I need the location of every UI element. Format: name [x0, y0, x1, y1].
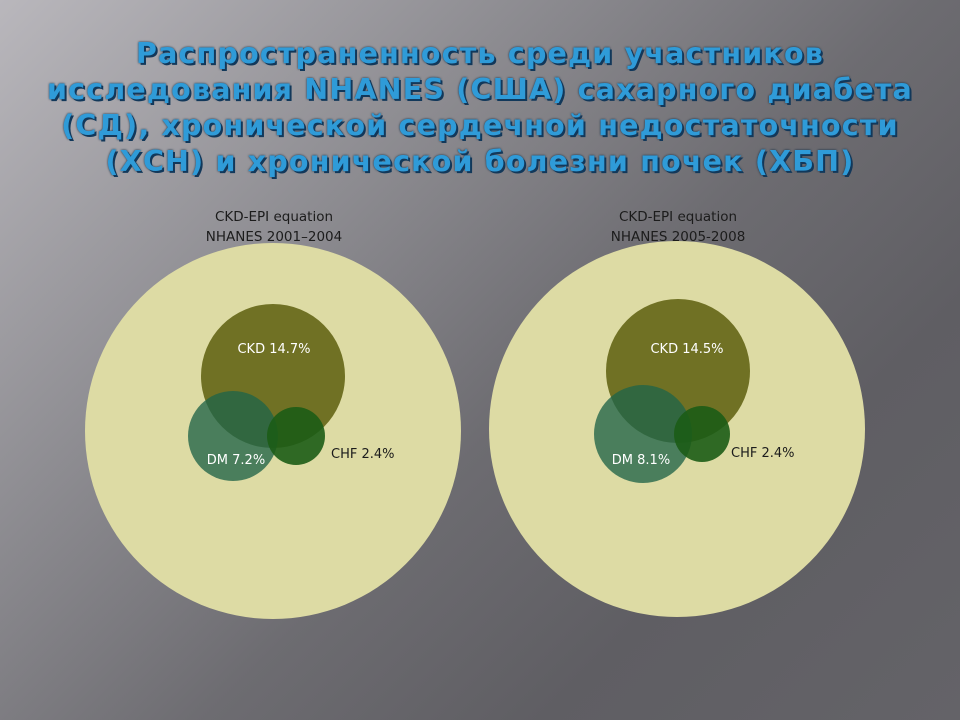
caption-period: NHANES 2001–2004	[205, 229, 343, 245]
caption-period: NHANES 2005-2008	[610, 229, 746, 245]
venn-diagram-2005-2008: CKD 14.5% DM 8.1% CHF 2.4% CKD-EPI equat…	[488, 205, 868, 625]
caption-method: CKD-EPI equation	[214, 209, 334, 225]
caption-method: CKD-EPI equation	[618, 209, 738, 225]
dm-circle	[188, 391, 278, 481]
diagram-caption: CKD-EPI equation NHANES 2005-2008	[488, 207, 868, 247]
dm-label: DM 7.2%	[207, 453, 265, 468]
diagram-caption: CKD-EPI equation NHANES 2001–2004	[84, 207, 464, 247]
dm-label: DM 8.1%	[612, 453, 670, 468]
slide-title: Распространенность среди участников иссл…	[47, 37, 913, 178]
chf-label: CHF 2.4%	[331, 447, 395, 462]
chf-label: CHF 2.4%	[731, 446, 795, 461]
chf-circle	[674, 406, 730, 462]
ckd-label: CKD 14.7%	[237, 342, 310, 357]
venn-diagram-2001-2004: CKD 14.7% DM 7.2% CHF 2.4% CKD-EPI equat…	[84, 205, 464, 625]
ckd-label: CKD 14.5%	[650, 342, 723, 357]
chf-circle	[267, 407, 325, 465]
venn-svg-2005-2008: CKD 14.5% DM 8.1% CHF 2.4%	[489, 241, 865, 617]
dm-circle	[594, 385, 692, 483]
venn-svg-2001-2004: CKD 14.7% DM 7.2% CHF 2.4%	[85, 243, 461, 619]
